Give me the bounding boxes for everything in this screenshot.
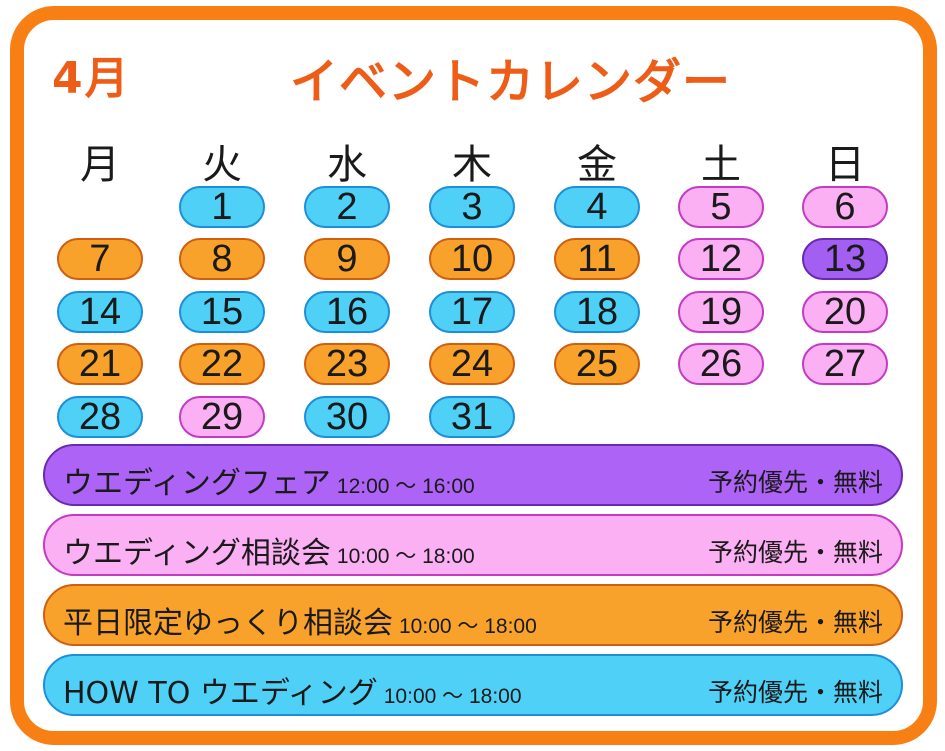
event-time: 10:00 〜 18:00 (383, 685, 522, 708)
calendar-day[interactable]: 1 (179, 186, 265, 228)
weekday-label: 土 (701, 142, 741, 188)
calendar-day[interactable]: 13 (802, 238, 888, 280)
calendar-day[interactable]: 3 (429, 186, 515, 228)
month-label: 4月 (52, 53, 131, 104)
event-time: 12:00 〜 16:00 (336, 475, 475, 498)
weekday-label: 金 (577, 142, 617, 188)
calendar-day[interactable]: 20 (802, 291, 888, 333)
calendar-day[interactable]: 16 (304, 291, 390, 333)
calendar-day[interactable]: 26 (678, 343, 764, 385)
calendar-day[interactable]: 4 (554, 186, 640, 228)
calendar-day[interactable]: 8 (179, 238, 265, 280)
calendar-day[interactable]: 9 (304, 238, 390, 280)
calendar-day[interactable]: 24 (429, 343, 515, 385)
calendar-day[interactable]: 27 (802, 343, 888, 385)
weekday-label: 日 (825, 142, 865, 188)
event-name: 平日限定ゆっくり相談会 10:00 〜 18:00 (63, 598, 537, 642)
weekday-label: 月 (80, 142, 120, 188)
calendar-day[interactable]: 2 (304, 186, 390, 228)
event-name: ウエディング相談会 10:00 〜 18:00 (63, 528, 475, 572)
event-note: 予約優先・無料 (707, 678, 883, 707)
weekday-label: 木 (452, 142, 492, 188)
event-bar[interactable]: ウエディング相談会 10:00 〜 18:00 予約優先・無料 (43, 514, 903, 576)
calendar-day[interactable]: 23 (304, 343, 390, 385)
event-time: 10:00 〜 18:00 (336, 545, 475, 568)
event-bar[interactable]: 平日限定ゆっくり相談会 10:00 〜 18:00 予約優先・無料 (43, 584, 903, 646)
event-bar[interactable]: ウエディングフェア 12:00 〜 16:00 予約優先・無料 (43, 444, 903, 506)
calendar-day[interactable]: 17 (429, 291, 515, 333)
calendar-day[interactable]: 19 (678, 291, 764, 333)
calendar-day[interactable]: 25 (554, 343, 640, 385)
calendar-day[interactable]: 7 (57, 238, 143, 280)
calendar-day[interactable]: 18 (554, 291, 640, 333)
event-title: HOW TO ウエディング (63, 676, 378, 711)
event-name: HOW TO ウエディング 10:00 〜 18:00 (63, 668, 522, 712)
calendar-title: イベントカレンダー (290, 54, 732, 110)
calendar-day[interactable]: 28 (57, 396, 143, 438)
calendar-day[interactable]: 6 (802, 186, 888, 228)
calendar-day[interactable]: 11 (554, 238, 640, 280)
calendar-day[interactable]: 22 (179, 343, 265, 385)
calendar-day[interactable]: 21 (57, 343, 143, 385)
calendar-day[interactable]: 12 (678, 238, 764, 280)
weekday-label: 水 (327, 142, 367, 188)
calendar-day[interactable]: 30 (304, 396, 390, 438)
event-note: 予約優先・無料 (707, 608, 883, 637)
calendar-day[interactable]: 31 (429, 396, 515, 438)
event-time: 10:00 〜 18:00 (399, 615, 537, 638)
event-note: 予約優先・無料 (707, 538, 883, 567)
event-name: ウエディングフェア 12:00 〜 16:00 (63, 458, 475, 502)
event-bar[interactable]: HOW TO ウエディング 10:00 〜 18:00 予約優先・無料 (43, 654, 903, 716)
weekday-label: 火 (202, 142, 242, 188)
event-title: ウエディング相談会 (63, 536, 331, 571)
event-title: ウエディングフェア (63, 466, 331, 501)
calendar-day[interactable]: 29 (179, 396, 265, 438)
calendar-day[interactable]: 15 (179, 291, 265, 333)
event-note: 予約優先・無料 (707, 468, 883, 497)
calendar-day[interactable]: 5 (678, 186, 764, 228)
event-title: 平日限定ゆっくり相談会 (63, 606, 393, 641)
calendar-day[interactable]: 10 (429, 238, 515, 280)
calendar-day[interactable]: 14 (57, 291, 143, 333)
